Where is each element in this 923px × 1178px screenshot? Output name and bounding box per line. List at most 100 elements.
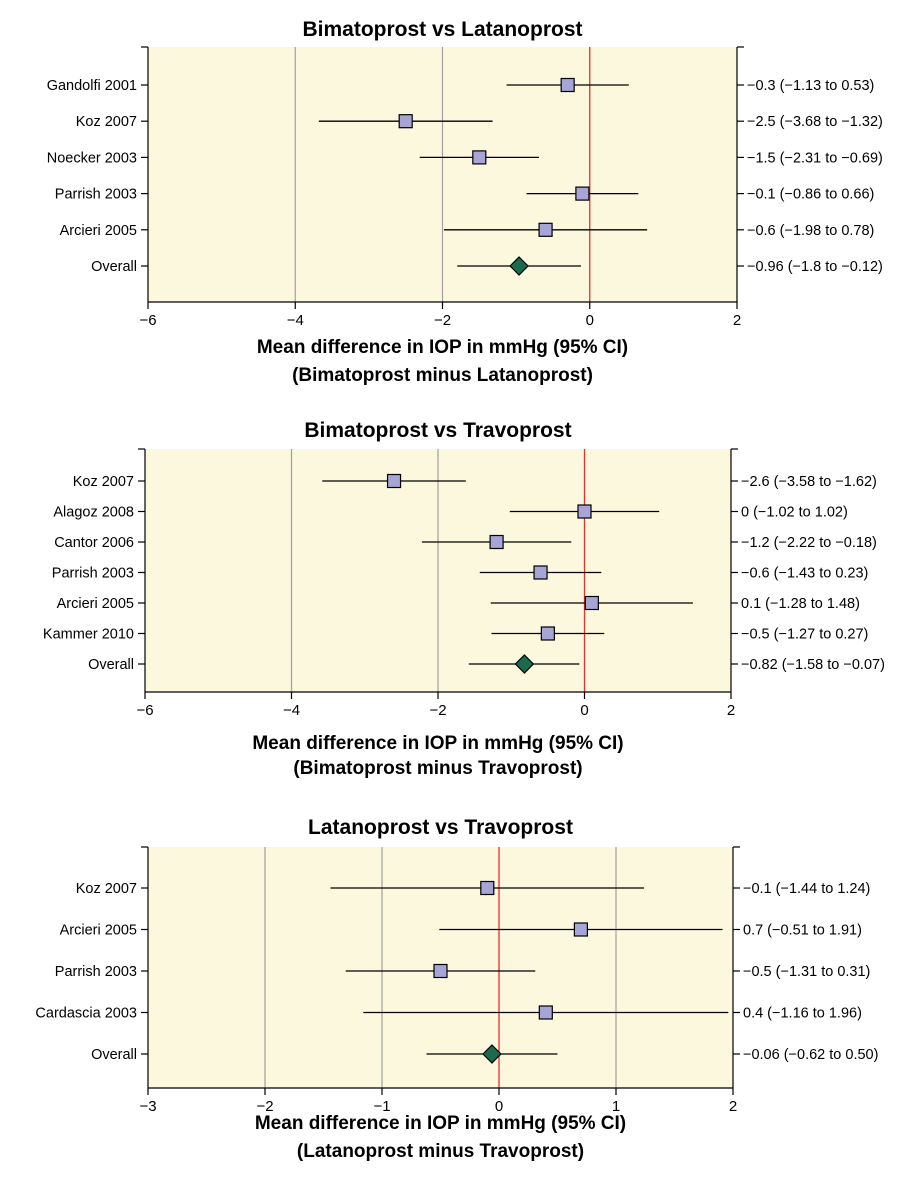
x-tick-label: 2 (727, 702, 735, 719)
study-estimate-square (489, 534, 504, 550)
forest-panel-2: Bimatoprost vs Travoprost −6 −4 −2 0 2 Mean di… (43, 419, 885, 779)
x-axis-sublabel: (Bimatoprost minus Travoprost) (293, 758, 582, 779)
overall-estimate-diamond (482, 1044, 502, 1064)
study-label: Noecker 2003 (47, 150, 137, 166)
x-tick-label: −2 (434, 312, 451, 329)
x-axis-label: Mean difference in IOP in mmHg (95% CI) (257, 337, 628, 358)
ci-label: −0.5 (−1.31 to 0.31) (743, 964, 870, 980)
study-label: Arcieri 2005 (60, 923, 137, 939)
study-label: Alagoz 2008 (53, 505, 134, 521)
ci-label: −0.3 (−1.13 to 0.53) (747, 78, 874, 94)
overall-row: Overall −0.82 (−1.58 to −0.07) (88, 654, 885, 674)
study-label: Kammer 2010 (43, 627, 134, 643)
forest-panel-3: Latanoprost vs Travoprost −3 −2 −1 0 1 2 Mean d… (35, 816, 878, 1162)
ci-label: −0.96 (−1.8 to −0.12) (747, 259, 883, 275)
ci-label: −1.2 (−2.22 to −0.18) (741, 535, 877, 551)
x-tick-label: 2 (733, 312, 741, 329)
x-axis-label: Mean difference in IOP in mmHg (95% CI) (252, 733, 623, 754)
study-label: Arcieri 2005 (57, 596, 134, 612)
study-label: Overall (91, 1047, 137, 1063)
ci-label: −2.5 (−3.68 to −1.32) (747, 114, 883, 130)
x-tick-label: −4 (283, 702, 300, 719)
study-estimate-square (480, 880, 495, 896)
x-tick-label: −3 (139, 1098, 156, 1115)
study-estimate-square (538, 222, 553, 237)
x-tick-label: −1 (373, 1098, 390, 1115)
study-estimate-square (533, 565, 548, 580)
study-label: Cantor 2006 (54, 535, 134, 551)
ci-label: −0.82 (−1.58 to −0.07) (741, 657, 885, 673)
study-estimate-square (433, 963, 448, 979)
study-row: Kammer 2010 −0.5 (−1.27 to 0.27) (43, 626, 868, 643)
study-row: Alagoz 2008 0 (−1.02 to 1.02) (53, 504, 848, 521)
study-row: Arcieri 2005 −0.6 (−1.98 to 0.78) (60, 222, 874, 239)
study-row: Noecker 2003 −1.5 (−2.31 to −0.69) (47, 150, 883, 166)
x-tick-label: −4 (287, 312, 304, 329)
study-label: Koz 2007 (76, 881, 137, 897)
study-estimate-square (575, 186, 590, 201)
panel-title: Bimatoprost vs Latanoprost (302, 18, 582, 41)
ci-label: −0.6 (−1.98 to 0.78) (747, 223, 874, 239)
x-tick-label: 0 (580, 702, 588, 719)
study-estimate-square (398, 114, 413, 129)
ci-label: 0.7 (−0.51 to 1.91) (743, 923, 862, 939)
panel-title: Latanoprost vs Travoprost (308, 816, 573, 839)
ci-label: −0.1 (−0.86 to 0.66) (747, 187, 874, 203)
study-estimate-square (386, 473, 402, 489)
study-label: Overall (88, 657, 134, 673)
study-label: Overall (91, 259, 137, 275)
study-label: Koz 2007 (76, 114, 137, 130)
study-row: Koz 2007 −2.5 (−3.68 to −1.32) (76, 114, 883, 130)
x-tick-label: −2 (429, 702, 446, 719)
x-tick-label: 1 (612, 1098, 620, 1115)
ci-label: −1.5 (−2.31 to −0.69) (747, 150, 883, 166)
study-row: Parrish 2003 −0.6 (−1.43 to 0.23) (52, 565, 868, 582)
study-label: Parrish 2003 (55, 964, 137, 980)
study-estimate-square (540, 626, 555, 641)
study-label: Parrish 2003 (52, 566, 134, 582)
ci-label: 0.1 (−1.28 to 1.48) (741, 596, 860, 612)
x-tick-label: −6 (139, 312, 156, 329)
study-row: Cardascia 2003 0.4 (−1.16 to 1.96) (35, 1005, 862, 1022)
x-tick-label: −6 (136, 702, 153, 719)
panel-title: Bimatoprost vs Travoprost (304, 419, 571, 442)
study-row: Cantor 2006 −1.2 (−2.22 to −0.18) (54, 534, 877, 551)
ci-label: −0.6 (−1.43 to 0.23) (741, 566, 868, 582)
x-axis-label: Mean difference in IOP in mmHg (95% CI) (255, 1113, 626, 1134)
study-estimate-square (577, 504, 592, 519)
study-estimate-square (560, 77, 575, 93)
study-row: Arcieri 2005 0.7 (−0.51 to 1.91) (60, 922, 862, 939)
study-row: Koz 2007 −2.6 (−3.58 to −1.62) (73, 473, 877, 490)
study-estimate-square (584, 595, 599, 611)
study-estimate-square (538, 1005, 553, 1020)
study-label: Koz 2007 (73, 474, 134, 490)
study-estimate-square (472, 150, 487, 165)
study-row: Gandolfi 2001 −0.3 (−1.13 to 0.53) (47, 77, 874, 94)
study-label: Cardascia 2003 (35, 1006, 137, 1022)
study-label: Gandolfi 2001 (47, 78, 137, 94)
x-tick-label: 0 (586, 312, 594, 329)
ci-label: 0 (−1.02 to 1.02) (741, 505, 848, 521)
study-label: Arcieri 2005 (60, 223, 137, 239)
forest-panel-1: Bimatoprost vs Latanoprost −6 −4 −2 0 2 Mean d… (47, 18, 883, 386)
x-tick-label: −2 (256, 1098, 273, 1115)
x-axis-sublabel: (Bimatoprost minus Latanoprost) (292, 365, 593, 386)
study-row: Koz 2007 −0.1 (−1.44 to 1.24) (76, 880, 870, 897)
study-row: Arcieri 2005 0.1 (−1.28 to 1.48) (57, 595, 860, 612)
study-row: Parrish 2003 −0.5 (−1.31 to 0.31) (55, 963, 870, 980)
ci-label: 0.4 (−1.16 to 1.96) (743, 1006, 862, 1022)
x-axis-sublabel: (Latanoprost minus Travoprost) (297, 1141, 584, 1162)
x-tick-label: 0 (495, 1098, 503, 1115)
overall-row: Overall −0.96 (−1.8 to −0.12) (91, 256, 883, 276)
ci-label: −0.5 (−1.27 to 0.27) (741, 627, 868, 643)
x-tick-label: 2 (729, 1098, 737, 1115)
overall-estimate-diamond (514, 654, 535, 674)
study-row: Parrish 2003 −0.1 (−0.86 to 0.66) (55, 186, 874, 203)
study-estimate-square (573, 922, 589, 937)
ci-label: −0.1 (−1.44 to 1.24) (743, 881, 870, 897)
study-label: Parrish 2003 (55, 187, 137, 203)
overall-row: Overall −0.06 (−0.62 to 0.50) (91, 1044, 878, 1064)
ci-label: −0.06 (−0.62 to 0.50) (743, 1047, 878, 1063)
ci-label: −2.6 (−3.58 to −1.62) (741, 474, 877, 490)
